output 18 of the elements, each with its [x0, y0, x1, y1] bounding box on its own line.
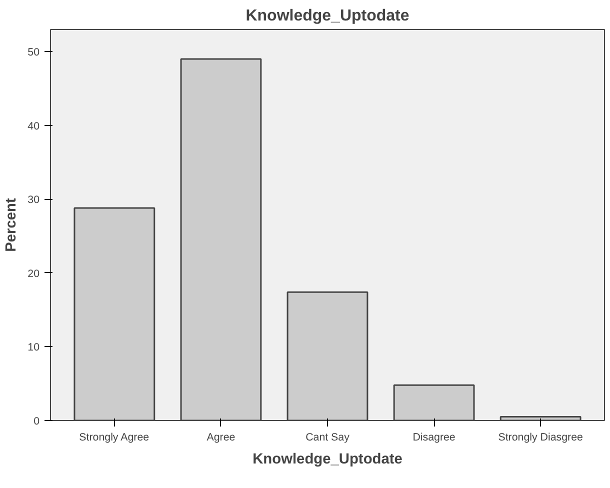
- x-tick-label: Agree: [206, 432, 236, 444]
- y-tick-label: 20: [28, 268, 40, 280]
- x-tick-label: Strongly Diasgree: [498, 432, 583, 444]
- y-tick-label: 10: [28, 342, 40, 354]
- chart-title: Knowledge_Uptodate: [246, 8, 410, 24]
- y-tick-label: 0: [34, 416, 40, 428]
- x-tick-label: Cant Say: [306, 432, 350, 444]
- x-tick-label: Disagree: [412, 432, 456, 444]
- x-tick-label: Strongly Agree: [79, 432, 150, 444]
- bar: [393, 384, 475, 420]
- y-axis-title: Percent: [4, 198, 20, 252]
- y-tick-label: 40: [28, 120, 40, 132]
- bar: [74, 207, 156, 420]
- bar: [286, 291, 368, 420]
- y-tick-label: 50: [28, 46, 40, 59]
- x-axis-title: Knowledge_Uptodate: [252, 452, 402, 468]
- y-tick-label: 30: [28, 194, 40, 206]
- bar: [180, 58, 262, 420]
